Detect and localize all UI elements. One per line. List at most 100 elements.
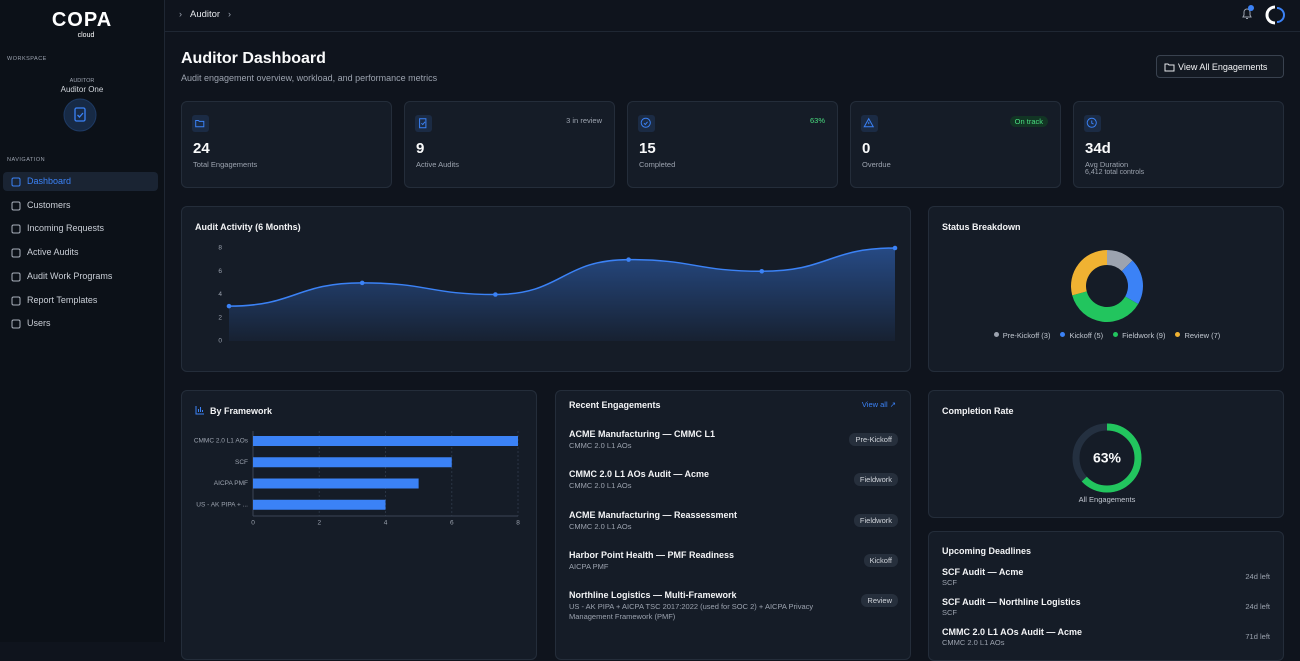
app-logo[interactable]	[1265, 5, 1285, 25]
breadcrumb[interactable]: Auditor	[190, 9, 221, 20]
nav-icon	[11, 201, 21, 211]
breadcrumb-sep: ›	[228, 9, 231, 19]
deadline-title: CMMC 2.0 L1 AOs Audit — Acme	[942, 627, 1083, 637]
stat-value: 24	[193, 140, 210, 157]
legend: Pre-Kickoff (3) Kickoff (5) Fieldwork (9) R…	[929, 331, 1283, 340]
icon-shape	[863, 117, 875, 128]
stat-icon	[861, 115, 878, 132]
stat-value: 9	[416, 140, 425, 157]
card-title: Status Breakdown	[942, 222, 1021, 232]
nav-item[interactable]: Customers	[3, 196, 158, 215]
stat-card: 15 Completed 63%	[627, 101, 838, 188]
nav-label: Incoming Requests	[27, 223, 105, 234]
stat-label: Total Engagements	[193, 160, 258, 169]
legend-swatch	[1060, 332, 1066, 337]
stat-value: 34d	[1085, 140, 1111, 157]
stat-card: 9 Active Audits 3 in review	[404, 101, 615, 188]
notifications[interactable]	[1239, 4, 1255, 22]
y-tick-label: CMMC 2.0 L1 AOs	[194, 438, 249, 445]
engagement-row[interactable]: Northline Logistics — Multi-Framework US …	[556, 590, 910, 626]
nav-label: Dashboard	[27, 176, 72, 186]
y-tick-label: 4	[218, 291, 222, 298]
nav-label: Customers	[27, 199, 71, 210]
icon-shape	[640, 117, 651, 128]
view-all-button[interactable]: View All Engagements	[1156, 55, 1284, 78]
status-badge: Review	[861, 594, 898, 608]
engagement-sub: CMMC 2.0 L1 AOs	[569, 521, 632, 531]
icon-shape	[419, 118, 427, 129]
bar	[253, 499, 386, 510]
y-tick-label: 0	[218, 338, 222, 345]
legend-label: Review (7)	[1184, 331, 1221, 340]
engagement-title: ACME Manufacturing — CMMC L1	[569, 429, 715, 439]
gauge-arc	[1072, 423, 1142, 493]
engagement-row[interactable]: Harbor Point Health — PMF Readiness AICPA…	[556, 549, 910, 586]
engagement-row[interactable]: CMMC 2.0 L1 AOs Audit — Acme CMMC 2.0 L1 …	[556, 469, 910, 505]
page-subtitle: Audit engagement overview, workload, and…	[181, 73, 438, 83]
status-card: Status Breakdown Pre-Kickoff (3) Kickoff …	[928, 206, 1284, 372]
activity-card: Audit Activity (6 Months) 0 2 4 6 8	[181, 206, 911, 372]
engagement-row[interactable]: ACME Manufacturing — CMMC L1 CMMC 2.0 L1 …	[556, 429, 910, 465]
deadlines-card: Upcoming Deadlines SCF Audit — Acme SCF 24…	[928, 531, 1284, 661]
legend-label: Pre-Kickoff (3)	[1002, 331, 1051, 340]
stat-note: On track	[1009, 116, 1048, 127]
icon-shape	[11, 272, 21, 282]
page-title: Auditor Dashboard	[181, 50, 326, 67]
nav-icon	[11, 296, 21, 305]
y-tick-label: 6	[218, 268, 222, 275]
y-tick-label: SCF	[235, 459, 248, 466]
legend-swatch	[1113, 332, 1119, 337]
nav-item[interactable]: Users	[3, 314, 158, 333]
gauge-subtitle: All Engagements	[1079, 495, 1136, 504]
deadline-due: 24d left	[1245, 572, 1270, 581]
legend-item: Fieldwork (9)	[1113, 331, 1165, 340]
y-tick-label: AICPA PMF	[214, 480, 248, 487]
nav-icon	[11, 319, 21, 329]
stat-card: 0 Overdue On track	[850, 101, 1061, 188]
chart-icon	[195, 406, 204, 415]
role: AUDITOR	[69, 78, 95, 84]
point	[359, 280, 365, 286]
icon-shape	[11, 248, 21, 258]
x-tick-label: 6	[450, 520, 454, 527]
x-tick-label: 0	[251, 520, 255, 527]
nav-item[interactable]: Report Templates	[3, 291, 158, 310]
y-tick-label: 2	[218, 314, 222, 321]
top-bar: › Auditor ›	[165, 0, 1300, 32]
deadline-sub: SCF	[942, 608, 957, 617]
x-tick-label: 4	[384, 520, 388, 527]
nav-item[interactable]: Dashboard	[3, 172, 158, 191]
nav-item[interactable]: Incoming Requests	[3, 219, 158, 238]
point	[759, 268, 765, 274]
pie-slice	[1072, 291, 1139, 322]
sidebar: COPA cloud WORKSPACE AUDITOR Auditor One…	[0, 0, 165, 642]
deadline-due: 71d left	[1245, 632, 1270, 641]
stat-label: Overdue	[862, 160, 891, 169]
stat-label: Completed	[639, 160, 676, 169]
nav-icon	[11, 224, 21, 234]
view-all-link[interactable]: View all ↗	[861, 400, 896, 409]
button-label: View All Engagements	[1178, 62, 1268, 72]
icon-shape	[11, 201, 21, 211]
engagement-title: Harbor Point Health — PMF Readiness	[569, 549, 735, 560]
nav-label: Users	[27, 318, 51, 329]
status-badge: Fieldwork	[853, 513, 898, 527]
nav-item[interactable]: Audit Work Programs	[3, 267, 158, 286]
nav-label: Active Audits	[27, 247, 79, 258]
stat-value: 0	[862, 140, 871, 157]
engagement-sub: CMMC 2.0 L1 AOs	[569, 481, 632, 491]
stat-icon	[638, 115, 655, 132]
point	[226, 303, 232, 309]
stat-detail: 6,412 total controls	[1085, 169, 1145, 176]
nav-icon	[11, 248, 21, 258]
nav-item[interactable]: Active Audits	[3, 243, 158, 262]
area	[229, 248, 895, 341]
framework-card: By Framework 0 2 4 6 8 CMMC 2.0 L1 AOs SCF AICP…	[181, 390, 537, 660]
legend-item: Review (7)	[1175, 331, 1220, 340]
bar-chart: 0 2 4 6 8 CMMC 2.0 L1 AOs SCF AICPA PMF US - AK …	[194, 431, 520, 527]
stat-icon	[1084, 115, 1101, 132]
deadline-due: 24d left	[1245, 602, 1270, 611]
engagement-row[interactable]: ACME Manufacturing — Reassessment CMMC 2.…	[556, 510, 910, 546]
engagement-sub: CMMC 2.0 L1 AOs	[569, 441, 632, 450]
